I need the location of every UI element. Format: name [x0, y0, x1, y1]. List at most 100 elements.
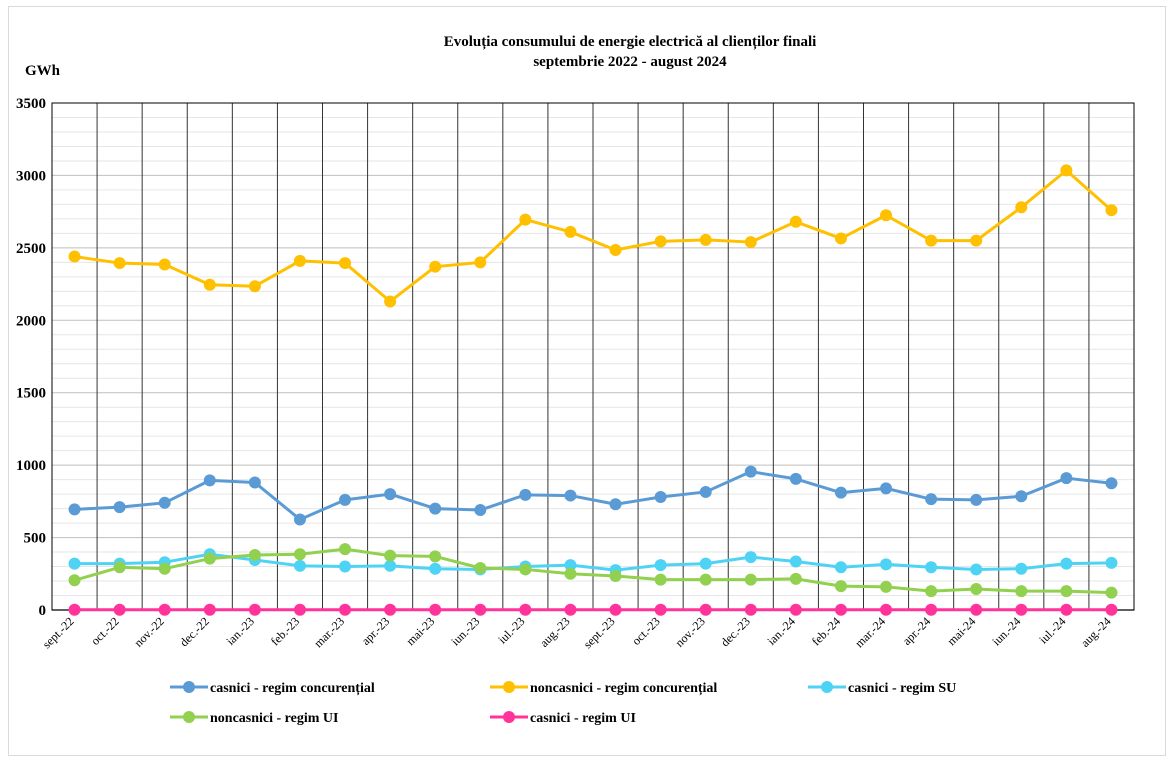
legend-item: casnici - regim SU: [808, 681, 956, 696]
data-point: [113, 501, 126, 514]
data-point: [609, 244, 622, 257]
data-point: [699, 603, 712, 616]
data-point: [248, 548, 261, 561]
data-point: [339, 603, 352, 616]
x-tick-label: iun.-24: [989, 614, 1023, 648]
data-point: [744, 236, 757, 249]
data-point: [1105, 477, 1118, 490]
data-point: [293, 513, 306, 526]
series-line: [74, 470, 1112, 521]
data-point: [1105, 204, 1118, 217]
data-point: [1015, 585, 1028, 598]
y-tick-label: 500: [24, 531, 47, 547]
legend-label: casnici - regim concurențial: [210, 681, 375, 696]
data-point: [158, 258, 171, 271]
y-tick-label: 1500: [16, 386, 46, 402]
x-axis-ticks: sept.-22 oct.-22 nov.-22 dec.-22 ian.-23 feb.…: [40, 614, 1114, 651]
data-point: [789, 215, 802, 228]
y-axis-ticks: 0 500 1000 1500 2000 2500 3000 3500: [16, 96, 46, 619]
data-point: [1015, 201, 1028, 214]
x-tick-label: ian.-23: [223, 614, 257, 648]
legend-swatch-marker: [503, 711, 515, 723]
data-point: [339, 543, 352, 556]
data-point: [293, 559, 306, 572]
data-point: [1015, 562, 1028, 575]
x-tick-label: iun.-23: [448, 614, 482, 648]
y-tick-label: 0: [39, 603, 47, 619]
legend: casnici - regim concurențial noncasnici -…: [170, 681, 956, 726]
x-tick-label: nov.-23: [672, 614, 708, 650]
data-point: [158, 562, 171, 575]
data-point: [699, 485, 712, 498]
data-point: [519, 213, 532, 226]
data-point: [654, 235, 667, 248]
data-point: [789, 555, 802, 568]
data-point: [880, 603, 893, 616]
data-point: [158, 496, 171, 509]
data-point: [654, 491, 667, 504]
data-point: [339, 493, 352, 506]
data-point: [1105, 556, 1118, 569]
data-point: [1105, 603, 1118, 616]
data-point: [789, 472, 802, 485]
x-tick-label: apr.-24: [900, 614, 934, 648]
data-point: [654, 603, 667, 616]
x-tick-label: iul.-24: [1036, 614, 1068, 646]
x-tick-label: mai-24: [944, 614, 978, 648]
data-point: [880, 209, 893, 222]
data-point: [744, 465, 757, 478]
y-tick-label: 3000: [16, 168, 46, 184]
data-point: [564, 225, 577, 238]
legend-item: casnici - regim concurențial: [170, 681, 375, 696]
data-point: [474, 561, 487, 574]
data-point: [564, 567, 577, 580]
data-point: [834, 561, 847, 574]
data-point: [1060, 557, 1073, 570]
data-point: [113, 257, 126, 270]
data-point: [744, 551, 757, 564]
data-point: [339, 257, 352, 270]
data-point: [1060, 472, 1073, 485]
data-point: [925, 561, 938, 574]
series-1: [68, 164, 1118, 308]
x-tick-label: iul.-23: [495, 614, 527, 646]
data-point: [248, 280, 261, 293]
x-tick-label: dec.-22: [177, 614, 212, 649]
legend-item: noncasnici - regim UI: [170, 711, 338, 726]
chart-frame: [8, 6, 1166, 756]
data-point: [429, 603, 442, 616]
data-point: [609, 569, 622, 582]
series-layer: [68, 164, 1118, 616]
data-point: [789, 603, 802, 616]
data-point: [925, 603, 938, 616]
legend-swatch-marker: [503, 681, 515, 693]
data-point: [293, 548, 306, 561]
data-point: [429, 502, 442, 515]
data-point: [519, 563, 532, 576]
y-tick-label: 1000: [16, 458, 46, 474]
legend-item: casnici - regim UI: [490, 711, 636, 726]
x-tick-label: feb.-24: [809, 614, 843, 648]
data-point: [474, 603, 487, 616]
data-point: [384, 488, 397, 501]
legend-label: casnici - regim UI: [530, 711, 636, 726]
data-point: [203, 552, 216, 565]
data-point: [248, 603, 261, 616]
data-point: [429, 562, 442, 575]
data-point: [925, 585, 938, 598]
plot-grid: [51, 102, 1135, 611]
data-point: [699, 233, 712, 246]
legend-label: noncasnici - regim UI: [210, 711, 338, 726]
data-point: [564, 559, 577, 572]
data-point: [113, 561, 126, 574]
data-point: [519, 488, 532, 501]
data-point: [609, 498, 622, 511]
data-point: [970, 234, 983, 247]
data-point: [474, 256, 487, 269]
y-tick-label: 3500: [16, 96, 46, 112]
data-point: [1060, 164, 1073, 177]
data-point: [519, 603, 532, 616]
data-point: [68, 503, 81, 516]
data-point: [384, 559, 397, 572]
data-point: [293, 603, 306, 616]
